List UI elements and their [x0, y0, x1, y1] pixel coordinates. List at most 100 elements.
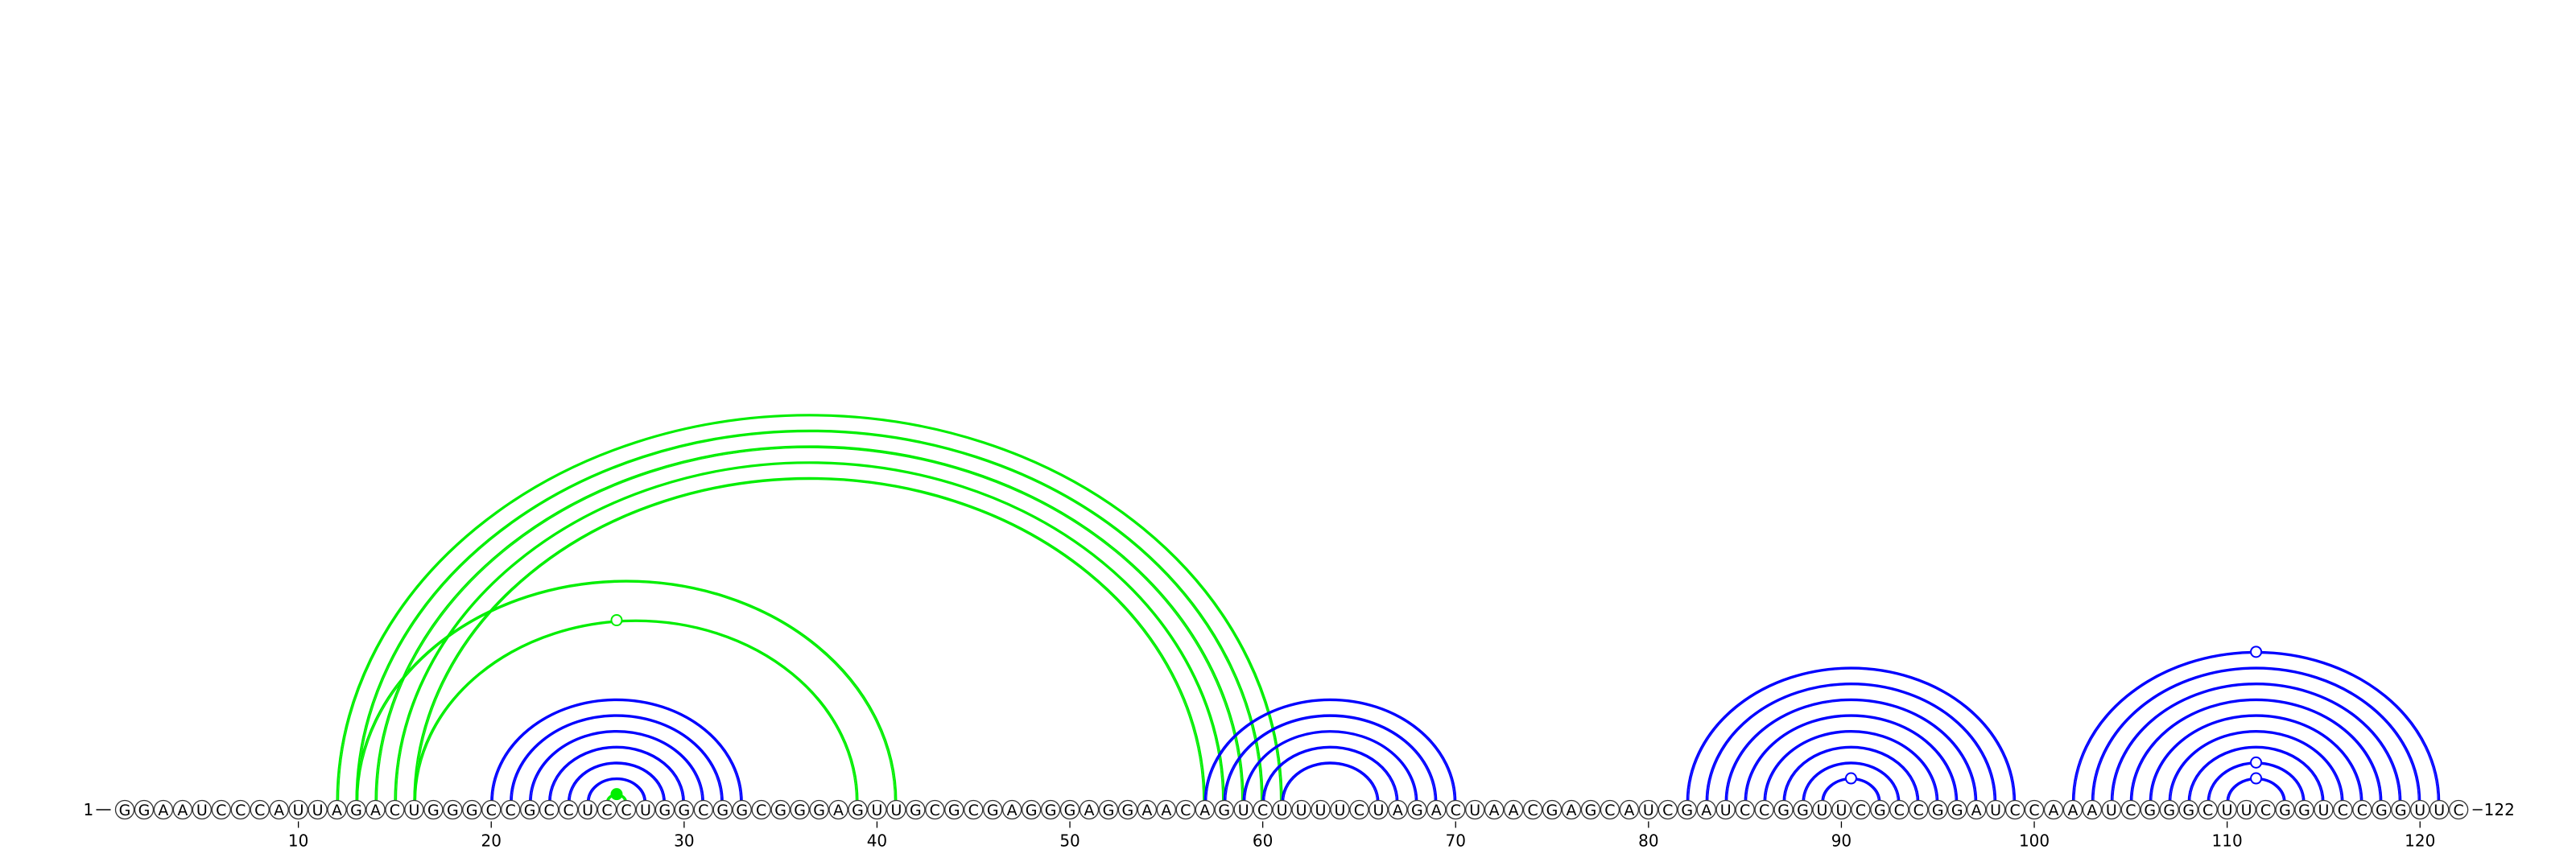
- nucleotide-circle: [1059, 799, 1080, 820]
- pair-arc-inner-58-69: [1224, 716, 1436, 802]
- nucleotide-letter: A: [1141, 802, 1152, 819]
- nucleotide-41: U: [886, 799, 906, 820]
- nucleotide-circle: [674, 799, 694, 820]
- nucleotide-circle: [2062, 799, 2083, 820]
- tick-label-40: 40: [867, 831, 887, 851]
- tick-label-70: 70: [1446, 831, 1466, 851]
- nucleotide-90: U: [1831, 799, 1852, 820]
- nucleotide-letter: C: [2357, 802, 2368, 819]
- nucleotide-15: C: [385, 799, 405, 820]
- nucleotide-letter: C: [1913, 802, 1924, 819]
- pair-arc-59-68: [1242, 729, 1418, 802]
- nucleotide-letter: C: [1662, 802, 1673, 819]
- nucleotide-letter: C: [506, 802, 516, 819]
- nucleotide-120: U: [2410, 799, 2430, 820]
- nucleotide-circle: [1388, 799, 1408, 820]
- nucleotide-1: G: [114, 799, 135, 820]
- nucleotide-circle: [616, 799, 637, 820]
- alt-pair-arc-inner-16-39: [415, 621, 857, 802]
- nucleotide-letter: C: [968, 802, 979, 819]
- nucleotide-letter: G: [1026, 802, 1038, 819]
- nucleotide-circle: [2449, 799, 2469, 820]
- nucleotide-letter: A: [2087, 802, 2097, 819]
- nucleotide-circle: [1619, 799, 1640, 820]
- nucleotide-21: C: [501, 799, 521, 820]
- tick-label-60: 60: [1253, 831, 1273, 851]
- nucleotide-38: A: [828, 799, 848, 820]
- nucleotide-24: C: [558, 799, 579, 820]
- nucleotide-letter: G: [1103, 802, 1115, 819]
- nucleotide-circle: [192, 799, 212, 820]
- nucleotide-45: C: [964, 799, 984, 820]
- nucleotide-letter: G: [1681, 802, 1693, 819]
- alt-pair-arc-13-60: [355, 429, 1264, 802]
- nucleotide-circle: [1175, 799, 1195, 820]
- nucleotide-letter: C: [1180, 802, 1191, 819]
- pair-arc-105-118: [2129, 698, 2383, 802]
- nucleotide-circle: [481, 799, 502, 820]
- nucleotide-circle: [712, 799, 733, 820]
- nucleotide-95: G: [1928, 799, 1948, 820]
- nucleotide-letter: U: [2222, 802, 2233, 819]
- nucleotide-circle: [327, 799, 347, 820]
- nucleotide-letter: U: [1990, 802, 2001, 819]
- pair-arc-inner-24-29: [569, 763, 664, 802]
- pair-arc-21-32: [510, 714, 724, 802]
- nucleotide-99: C: [2004, 799, 2025, 820]
- nucleotide-letter: C: [621, 802, 631, 819]
- nucleotide-48: G: [1021, 799, 1042, 820]
- nucleotide-116: C: [2333, 799, 2353, 820]
- nucleotide-letter: G: [1585, 802, 1597, 819]
- pair-arc-20-33: [490, 698, 743, 802]
- pair-arc-82-99: [1686, 666, 2017, 802]
- nucleotide-35: G: [770, 799, 791, 820]
- nucleotide-letter: C: [1527, 802, 1538, 819]
- nucleotide-69: A: [1426, 799, 1447, 820]
- nucleotide-letter: G: [1797, 802, 1809, 819]
- nucleotide-letter: A: [833, 802, 844, 819]
- nucleotide-121: U: [2429, 799, 2450, 820]
- nucleotide-letter: G: [659, 802, 671, 819]
- nucleotide-letter: C: [930, 802, 940, 819]
- nucleotide-letter: G: [2395, 802, 2407, 819]
- nucleotide-28: U: [635, 799, 656, 820]
- nucleotide-79: A: [1619, 799, 1640, 820]
- nucleotide-circle: [1580, 799, 1601, 820]
- alt-pair-arc-inner-14-59: [376, 448, 1243, 802]
- nucleotide-circle: [558, 799, 579, 820]
- nucleotide-83: A: [1696, 799, 1716, 820]
- nucleotide-55: A: [1156, 799, 1176, 820]
- nucleotide-letter: G: [1951, 802, 1963, 819]
- nucleotide-circle: [288, 799, 308, 820]
- nucleotide-36: G: [790, 799, 810, 820]
- nucleotide-27: C: [616, 799, 637, 820]
- nucleotide-circle: [2410, 799, 2430, 820]
- nucleotide-letter: A: [1007, 802, 1018, 819]
- nucleotide-86: C: [1754, 799, 1774, 820]
- nucleotide-letter: U: [1296, 802, 1307, 819]
- arc-marker-4: [2250, 772, 2263, 785]
- nucleotide-circle: [1214, 799, 1234, 820]
- nucleotide-letter: G: [2163, 802, 2175, 819]
- nucleotide-82: G: [1677, 799, 1697, 820]
- nucleotide-letter: U: [1335, 802, 1346, 819]
- nucleotide-letter: U: [2434, 802, 2445, 819]
- nucleotide-81: C: [1657, 799, 1678, 820]
- nucleotide-31: C: [693, 799, 713, 820]
- nucleotide-circle: [1040, 799, 1061, 820]
- arc-markers: [610, 614, 2263, 801]
- nucleotide-105: C: [2120, 799, 2140, 820]
- nucleotide-letter: A: [1567, 802, 1577, 819]
- position-axis: 10 20 30 40 50 60 70 80 90 100 110 120: [288, 821, 2435, 851]
- pair-arc-103-120: [2091, 666, 2421, 802]
- pair-arc-104-119: [2110, 683, 2402, 802]
- nucleotide-letter: G: [119, 802, 131, 819]
- tick-label-110: 110: [2212, 831, 2243, 851]
- nucleotide-circle: [1002, 799, 1022, 820]
- nucleotide-letter: U: [1277, 802, 1288, 819]
- nucleotide-letter: G: [1932, 802, 1944, 819]
- pair-arc-inner-60-67: [1263, 748, 1397, 802]
- nucleotide-92: G: [1870, 799, 1890, 820]
- nucleotide-letter: U: [293, 802, 304, 819]
- nucleotide-circle: [925, 799, 945, 820]
